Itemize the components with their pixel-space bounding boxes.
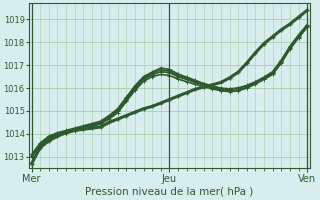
X-axis label: Pression niveau de la mer( hPa ): Pression niveau de la mer( hPa ) xyxy=(85,187,253,197)
